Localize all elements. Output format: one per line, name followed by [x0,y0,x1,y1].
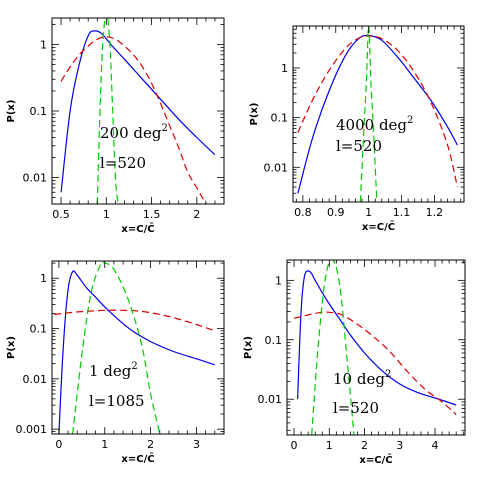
y-axis-label: P(x) [243,336,254,359]
ell-annotation: l=1085 [89,392,145,410]
y-axis-label: P(x) [6,336,17,359]
y-tick-label: 1 [281,62,288,75]
area-annotation: 10 deg2 [333,369,391,388]
blue-solid-series [60,30,216,193]
y-tick-label: 1 [40,272,47,285]
y-tick-label: 0.1 [271,112,289,125]
green-dashed-series [359,26,378,202]
panel-4000deg: 0.8 0.9 1 1.1 1.2 1 0.1 0.01 x=C/C̄ P(x) 4000 deg2… [249,25,465,233]
x-axis-label: x=C/C̄ [359,453,392,466]
x-tick-label: 2 [147,438,154,451]
x-tick-label: 2 [193,208,200,221]
series-group [54,261,215,434]
y-tick-label: 0.01 [264,161,289,174]
x-tick-label: 1 [365,206,372,219]
y-tick-label: 0.001 [16,423,48,436]
x-tick-label: 1 [326,439,333,452]
area-exponent: 2 [385,369,391,380]
x-tick-label: 0.9 [327,206,345,219]
red-dashed-series [60,36,207,204]
blue-solid-series [58,270,215,434]
y-tick-label: 0.1 [30,323,48,336]
y-tick-label: 0.01 [258,393,283,406]
area-exponent: 2 [131,361,137,372]
y-tick-label: 0.1 [265,334,283,347]
blue-solid-series [297,270,457,406]
area-annotation: 200 deg2 [100,123,168,142]
y-axis-label: P(x) [249,103,260,126]
y-tick-label: 0.01 [23,172,48,185]
green-dashed-series [311,260,355,435]
panel-10deg: 0 1 2 3 4 1 0.1 0.01 x=C/C̄ P(x) 10 deg2 l=520 [243,259,466,466]
plot-frame [292,25,465,203]
x-tick-label: 1.5 [143,208,161,221]
x-tick-label: 1 [101,438,108,451]
ell-annotation: l=520 [100,154,146,172]
green-dashed-series [96,18,119,204]
y-tick-label: 1 [275,274,282,287]
x-tick-label: 0.8 [294,206,312,219]
series-group [293,260,457,435]
x-tick-label: 4 [432,439,439,452]
x-tick-label: 3 [396,439,403,452]
plot-frame [51,17,225,205]
y-tick-label: 1 [40,38,47,51]
area-exponent: 2 [407,115,413,126]
red-dashed-series [297,35,458,188]
y-tick-label: 0.01 [23,373,48,386]
x-tick-label: 0 [291,439,298,452]
y-axis-label: P(x) [6,100,17,123]
x-tick-label: 3 [193,438,200,451]
area-annotation: 4000 deg2 [336,115,413,134]
area-annotation: 1 deg2 [89,361,138,380]
ell-annotation: l=520 [336,137,382,155]
series-group [297,26,458,202]
x-axis-label: x=C/C̄ [362,220,395,233]
x-tick-label: 0 [55,438,62,451]
x-tick-label: 2 [361,439,368,452]
x-tick-label: 0.5 [52,208,70,221]
x-axis-label: x=C/C̄ [121,222,154,235]
y-tick-label: 0.1 [30,105,48,118]
blue-solid-series [297,34,458,194]
green-dashed-series [72,261,161,434]
plot-frame [51,260,225,435]
plot-frame [286,259,466,436]
x-tick-label: 1 [103,208,110,221]
area-exponent: 2 [161,123,167,134]
panel-1deg: 0 1 2 3 1 0.1 0.01 0.001 x=C/C̄ P(x) 1 deg2 l=1085 [6,260,225,465]
series-group [60,18,216,204]
x-tick-label: 1.2 [426,206,444,219]
x-tick-label: 1.1 [393,206,411,219]
x-axis-label: x=C/C̄ [121,452,154,465]
panel-200deg: 0.5 1 1.5 2 1 0.1 0.01 x=C/C̄ P(x) 200 deg2 l=520 [6,17,225,235]
ell-annotation: l=520 [333,399,379,417]
